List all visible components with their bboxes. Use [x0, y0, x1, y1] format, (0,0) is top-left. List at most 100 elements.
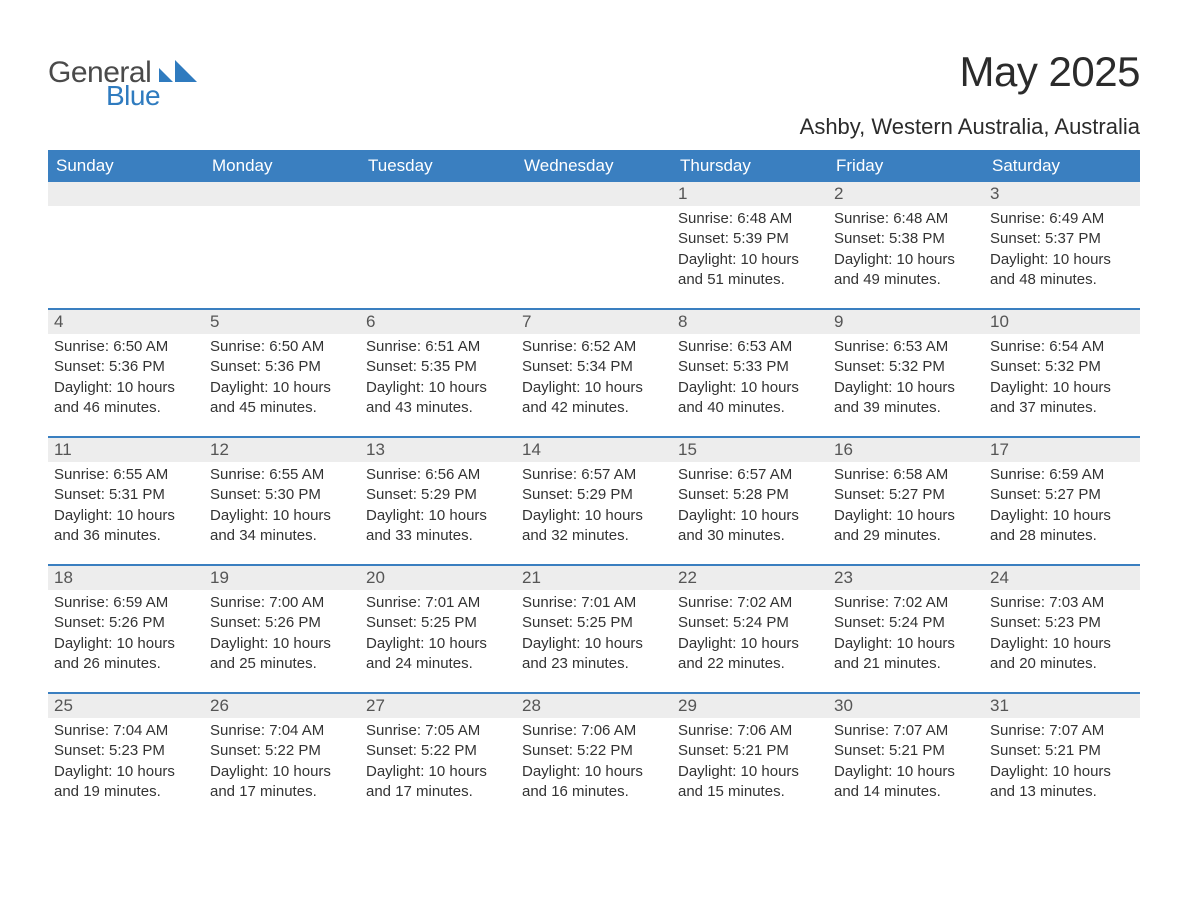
- daylight-line: Daylight: 10 hours and 17 minutes.: [366, 762, 510, 803]
- week-row: 123Sunrise: 6:48 AMSunset: 5:39 PMDaylig…: [48, 182, 1140, 308]
- day-number-row: 45678910: [48, 310, 1140, 334]
- daylight-line: Daylight: 10 hours and 28 minutes.: [990, 506, 1134, 547]
- day-content-row: Sunrise: 6:50 AMSunset: 5:36 PMDaylight:…: [48, 334, 1140, 436]
- sunset-line: Sunset: 5:24 PM: [678, 613, 822, 633]
- day-cell: Sunrise: 6:53 AMSunset: 5:32 PMDaylight:…: [828, 334, 984, 436]
- day-number: 4: [48, 310, 204, 334]
- sunrise-line: Sunrise: 6:52 AM: [522, 337, 666, 357]
- day-cell: Sunrise: 6:57 AMSunset: 5:28 PMDaylight:…: [672, 462, 828, 564]
- sunset-line: Sunset: 5:22 PM: [210, 741, 354, 761]
- day-number: 9: [828, 310, 984, 334]
- sunset-line: Sunset: 5:27 PM: [990, 485, 1134, 505]
- sunrise-line: Sunrise: 6:49 AM: [990, 209, 1134, 229]
- sunrise-line: Sunrise: 7:05 AM: [366, 721, 510, 741]
- sunset-line: Sunset: 5:32 PM: [834, 357, 978, 377]
- day-number: 22: [672, 566, 828, 590]
- day-number: [48, 182, 204, 206]
- day-content-row: Sunrise: 6:48 AMSunset: 5:39 PMDaylight:…: [48, 206, 1140, 308]
- week-row: 18192021222324Sunrise: 6:59 AMSunset: 5:…: [48, 564, 1140, 692]
- day-number: 14: [516, 438, 672, 462]
- day-number: 6: [360, 310, 516, 334]
- daylight-line: Daylight: 10 hours and 19 minutes.: [54, 762, 198, 803]
- location: Ashby, Western Australia, Australia: [800, 114, 1140, 140]
- weekday-header: Friday: [828, 150, 984, 182]
- day-cell: Sunrise: 6:48 AMSunset: 5:39 PMDaylight:…: [672, 206, 828, 308]
- daylight-line: Daylight: 10 hours and 15 minutes.: [678, 762, 822, 803]
- day-cell: Sunrise: 6:56 AMSunset: 5:29 PMDaylight:…: [360, 462, 516, 564]
- sunrise-line: Sunrise: 6:57 AM: [678, 465, 822, 485]
- sunrise-line: Sunrise: 6:55 AM: [210, 465, 354, 485]
- day-number: 31: [984, 694, 1140, 718]
- sunset-line: Sunset: 5:29 PM: [366, 485, 510, 505]
- day-number: [360, 182, 516, 206]
- day-number: 20: [360, 566, 516, 590]
- day-number: 28: [516, 694, 672, 718]
- sunrise-line: Sunrise: 7:02 AM: [678, 593, 822, 613]
- sunrise-line: Sunrise: 6:57 AM: [522, 465, 666, 485]
- sunset-line: Sunset: 5:26 PM: [54, 613, 198, 633]
- sunset-line: Sunset: 5:36 PM: [210, 357, 354, 377]
- calendar: SundayMondayTuesdayWednesdayThursdayFrid…: [48, 150, 1140, 820]
- day-number: 17: [984, 438, 1140, 462]
- day-cell: Sunrise: 7:07 AMSunset: 5:21 PMDaylight:…: [828, 718, 984, 820]
- weekday-header: Saturday: [984, 150, 1140, 182]
- sunrise-line: Sunrise: 7:07 AM: [834, 721, 978, 741]
- weekday-header: Sunday: [48, 150, 204, 182]
- sunset-line: Sunset: 5:35 PM: [366, 357, 510, 377]
- sunrise-line: Sunrise: 6:59 AM: [54, 593, 198, 613]
- day-cell: Sunrise: 7:02 AMSunset: 5:24 PMDaylight:…: [828, 590, 984, 692]
- week-row: 11121314151617Sunrise: 6:55 AMSunset: 5:…: [48, 436, 1140, 564]
- daylight-line: Daylight: 10 hours and 40 minutes.: [678, 378, 822, 419]
- month-title: May 2025: [800, 48, 1140, 96]
- daylight-line: Daylight: 10 hours and 39 minutes.: [834, 378, 978, 419]
- sunrise-line: Sunrise: 6:58 AM: [834, 465, 978, 485]
- sunset-line: Sunset: 5:22 PM: [366, 741, 510, 761]
- sunset-line: Sunset: 5:23 PM: [990, 613, 1134, 633]
- day-cell: Sunrise: 7:06 AMSunset: 5:21 PMDaylight:…: [672, 718, 828, 820]
- daylight-line: Daylight: 10 hours and 21 minutes.: [834, 634, 978, 675]
- daylight-line: Daylight: 10 hours and 24 minutes.: [366, 634, 510, 675]
- day-cell: [48, 206, 204, 308]
- day-number: [204, 182, 360, 206]
- day-cell: Sunrise: 7:00 AMSunset: 5:26 PMDaylight:…: [204, 590, 360, 692]
- sunset-line: Sunset: 5:26 PM: [210, 613, 354, 633]
- day-cell: Sunrise: 6:54 AMSunset: 5:32 PMDaylight:…: [984, 334, 1140, 436]
- sunset-line: Sunset: 5:39 PM: [678, 229, 822, 249]
- day-number: 23: [828, 566, 984, 590]
- daylight-line: Daylight: 10 hours and 25 minutes.: [210, 634, 354, 675]
- day-number: 19: [204, 566, 360, 590]
- daylight-line: Daylight: 10 hours and 32 minutes.: [522, 506, 666, 547]
- day-number: 7: [516, 310, 672, 334]
- day-number: 24: [984, 566, 1140, 590]
- sunset-line: Sunset: 5:38 PM: [834, 229, 978, 249]
- day-cell: Sunrise: 7:02 AMSunset: 5:24 PMDaylight:…: [672, 590, 828, 692]
- daylight-line: Daylight: 10 hours and 45 minutes.: [210, 378, 354, 419]
- sunset-line: Sunset: 5:29 PM: [522, 485, 666, 505]
- sunset-line: Sunset: 5:21 PM: [834, 741, 978, 761]
- logo-text: General Blue: [48, 54, 197, 110]
- day-number-row: 25262728293031: [48, 694, 1140, 718]
- day-content-row: Sunrise: 7:04 AMSunset: 5:23 PMDaylight:…: [48, 718, 1140, 820]
- sunrise-line: Sunrise: 7:01 AM: [522, 593, 666, 613]
- daylight-line: Daylight: 10 hours and 51 minutes.: [678, 250, 822, 291]
- daylight-line: Daylight: 10 hours and 17 minutes.: [210, 762, 354, 803]
- logo-word-blue: Blue: [106, 82, 160, 110]
- logo: General Blue: [48, 48, 197, 110]
- weekday-header: Tuesday: [360, 150, 516, 182]
- daylight-line: Daylight: 10 hours and 48 minutes.: [990, 250, 1134, 291]
- day-cell: Sunrise: 6:48 AMSunset: 5:38 PMDaylight:…: [828, 206, 984, 308]
- daylight-line: Daylight: 10 hours and 22 minutes.: [678, 634, 822, 675]
- header: General Blue May 2025 Ashby, Western Aus…: [48, 48, 1140, 140]
- daylight-line: Daylight: 10 hours and 37 minutes.: [990, 378, 1134, 419]
- sunset-line: Sunset: 5:22 PM: [522, 741, 666, 761]
- weekday-header-row: SundayMondayTuesdayWednesdayThursdayFrid…: [48, 150, 1140, 182]
- weeks-container: 123Sunrise: 6:48 AMSunset: 5:39 PMDaylig…: [48, 182, 1140, 820]
- sunrise-line: Sunrise: 6:59 AM: [990, 465, 1134, 485]
- daylight-line: Daylight: 10 hours and 36 minutes.: [54, 506, 198, 547]
- day-number: 18: [48, 566, 204, 590]
- day-cell: [516, 206, 672, 308]
- week-row: 25262728293031Sunrise: 7:04 AMSunset: 5:…: [48, 692, 1140, 820]
- sunset-line: Sunset: 5:23 PM: [54, 741, 198, 761]
- day-number: 27: [360, 694, 516, 718]
- day-content-row: Sunrise: 6:55 AMSunset: 5:31 PMDaylight:…: [48, 462, 1140, 564]
